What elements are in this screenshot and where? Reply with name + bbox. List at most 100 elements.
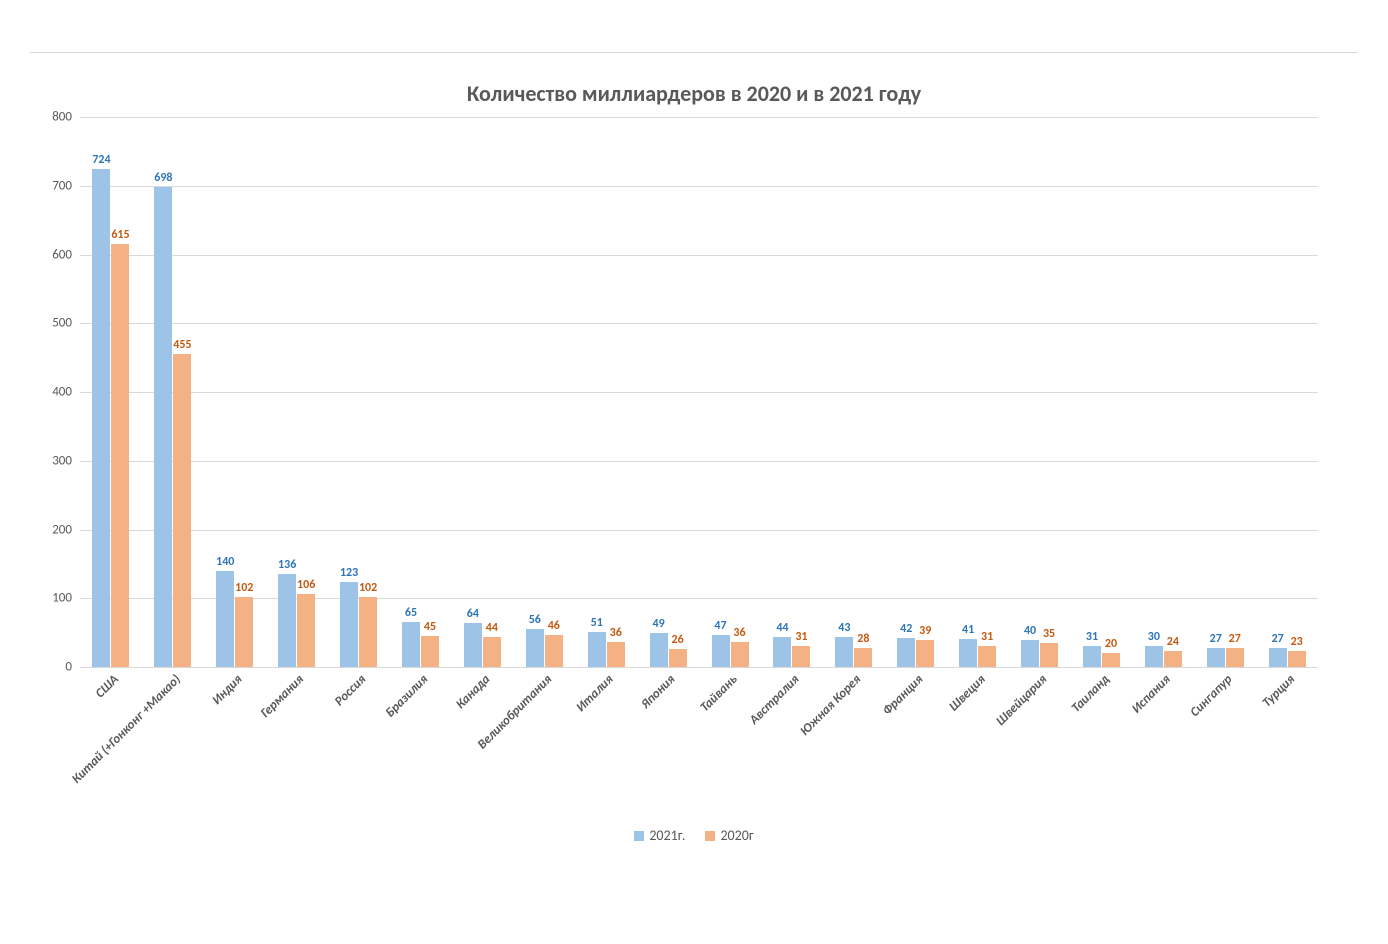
y-tick-label: 200: [52, 522, 80, 537]
bar-2020: 106: [297, 594, 315, 667]
bar-2020: 45: [421, 636, 439, 667]
bar-2020: 615: [111, 244, 129, 667]
x-tick-label: Сингапур: [1194, 667, 1256, 817]
bar-2020: 28: [854, 648, 872, 667]
bar-2021: 43: [835, 637, 853, 667]
legend-label: 2020г: [720, 827, 753, 844]
bar-value-label: 455: [173, 338, 191, 352]
bar-value-label: 44: [486, 621, 498, 635]
bar-group: 31 20: [1071, 117, 1133, 667]
bar-group: 49 26: [637, 117, 699, 667]
bar-value-label: 56: [529, 613, 541, 627]
bar-value-label: 26: [672, 633, 684, 647]
bar-group: 724615: [80, 117, 142, 667]
legend-item: 2021г.: [634, 827, 685, 844]
bar-2021: 65: [402, 622, 420, 667]
bar-2021: 140: [216, 571, 234, 667]
x-tick-label: Япония: [637, 667, 699, 817]
bar-value-label: 43: [838, 621, 850, 635]
x-tick-label: Германия: [266, 667, 328, 817]
bar-value-label: 46: [548, 619, 560, 633]
bar-2021: 27: [1207, 648, 1225, 667]
bar-group: 4035: [1009, 117, 1071, 667]
bar-2020: 24: [1164, 651, 1182, 668]
bar-group: 4131: [947, 117, 1009, 667]
bar-group: 4431: [761, 117, 823, 667]
bar-value-label: 31: [1086, 630, 1098, 644]
x-tick-label: Италия: [575, 667, 637, 817]
legend-label: 2021г.: [649, 827, 685, 844]
bar-2020: 26: [669, 649, 687, 667]
bar-value-label: 24: [1167, 635, 1179, 649]
bar-value-label: 27: [1229, 632, 1241, 646]
bar-value-label: 20: [1105, 637, 1117, 651]
bar-group: 140102: [204, 117, 266, 667]
bar-group: 2723: [1256, 117, 1318, 667]
bar-2021: 30: [1145, 646, 1163, 667]
bar-value-label: 51: [591, 616, 603, 630]
bar-value-label: 106: [297, 578, 315, 592]
bar-value-label: 36: [733, 626, 745, 640]
bar-2020: 102: [235, 597, 253, 667]
bar-value-label: 28: [857, 632, 869, 646]
bar-2020: 31: [978, 646, 996, 667]
legend-item: 2020г: [705, 827, 753, 844]
bar-2021: 42: [897, 638, 915, 667]
bar-2021: 56: [526, 629, 544, 668]
bar-value-label: 65: [405, 606, 417, 620]
bar-value-label: 39: [919, 624, 931, 638]
y-tick-label: 400: [52, 385, 80, 400]
x-tick-label: Франция: [885, 667, 947, 817]
bar-2021: 40: [1021, 640, 1039, 668]
bar-2021: 136: [278, 574, 296, 668]
bar-2020: 36: [607, 642, 625, 667]
bar-2020: 31: [792, 646, 810, 667]
bar-2020: 35: [1040, 643, 1058, 667]
bar-value-label: 698: [154, 171, 172, 185]
legend: 2021г. 2020г: [30, 827, 1358, 845]
bar-value-label: 27: [1210, 632, 1222, 646]
bar-2021: 64: [464, 623, 482, 667]
x-tick-label: Тайвань: [699, 667, 761, 817]
bar-2021: 27: [1269, 648, 1287, 667]
x-tick-label: Швеция: [947, 667, 1009, 817]
bar-value-label: 40: [1024, 624, 1036, 638]
bar-2021: 698: [154, 187, 172, 667]
bar-2021: 44: [773, 637, 791, 667]
y-tick-label: 0: [65, 660, 80, 675]
bar-2020: 102: [359, 597, 377, 667]
bar-2020: 20: [1102, 653, 1120, 667]
legend-swatch: [634, 831, 644, 841]
bar-value-label: 30: [1148, 630, 1160, 644]
bar-group: 6545: [390, 117, 452, 667]
bar-2021: 51: [588, 632, 606, 667]
x-tick-label: Австралия: [761, 667, 823, 817]
bar-2021: 724: [92, 169, 110, 667]
bar-value-label: 44: [776, 621, 788, 635]
bar-value-label: 31: [795, 630, 807, 644]
x-tick-label: Южная Корея: [823, 667, 885, 817]
chart-container: Количество миллиардеров в 2020 и в 2021 …: [0, 0, 1388, 944]
plot-area: 0100200300400500600700800 72461569845514…: [80, 117, 1318, 667]
bar-value-label: 36: [610, 626, 622, 640]
x-tick-label: Китай (+Гонконг +Макао): [142, 667, 204, 817]
bar-value-label: 42: [900, 622, 912, 636]
bar-value-label: 31: [981, 630, 993, 644]
bar-value-label: 102: [359, 581, 377, 595]
bar-value-label: 123: [340, 566, 358, 580]
bar-2021: 41: [959, 639, 977, 667]
bar-value-label: 49: [653, 617, 665, 631]
bar-group: 4328: [823, 117, 885, 667]
bar-group: 42 39: [885, 117, 947, 667]
plot-top-border: [30, 52, 1358, 53]
bar-group: 27 27: [1194, 117, 1256, 667]
bar-2020: 36: [731, 642, 749, 667]
bar-value-label: 35: [1043, 627, 1055, 641]
bar-value-label: 45: [424, 620, 436, 634]
bar-group: 123102: [328, 117, 390, 667]
x-tick-label: Великобритания: [513, 667, 575, 817]
x-tick-label: Россия: [328, 667, 390, 817]
x-tick-label: Швейцария: [1009, 667, 1071, 817]
y-tick-label: 700: [52, 178, 80, 193]
y-tick-label: 100: [52, 591, 80, 606]
